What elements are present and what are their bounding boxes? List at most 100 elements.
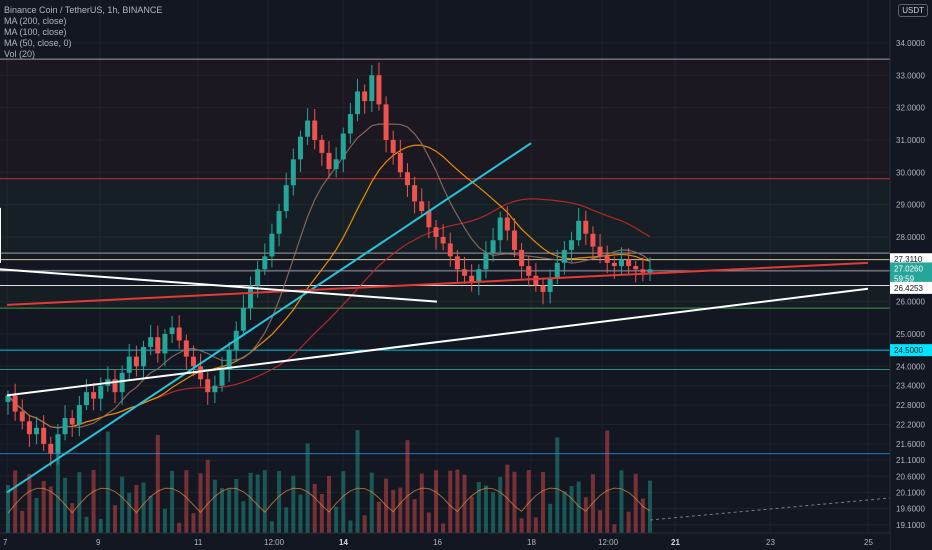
volume-bar bbox=[91, 470, 96, 533]
volume-bar bbox=[533, 517, 538, 533]
volume-bar bbox=[405, 440, 410, 533]
volume-bar bbox=[341, 471, 346, 533]
volume-bar bbox=[576, 481, 581, 533]
candle-body bbox=[48, 443, 54, 454]
price-label-text: 59:59 bbox=[894, 274, 915, 283]
volume-bar bbox=[319, 494, 324, 533]
candle-body bbox=[26, 421, 32, 435]
volume-bar bbox=[205, 459, 210, 533]
currency-badge[interactable]: USDT bbox=[898, 4, 928, 17]
volume-bar bbox=[519, 518, 524, 533]
volume-bar bbox=[227, 489, 232, 533]
candle-body bbox=[5, 395, 11, 402]
volume-bar bbox=[491, 492, 496, 533]
volume-bar bbox=[426, 512, 431, 533]
y-tick-label: 25.0000 bbox=[896, 330, 925, 339]
candle-body bbox=[297, 136, 303, 160]
candle-body bbox=[91, 392, 97, 399]
candle-body bbox=[497, 217, 503, 241]
time-axis-panel bbox=[0, 533, 890, 550]
zone-top bbox=[0, 59, 890, 179]
trendline-rising-support bbox=[6, 142, 532, 494]
volume-bar bbox=[590, 474, 595, 533]
candle-body bbox=[362, 91, 368, 102]
volume-bar bbox=[84, 516, 89, 533]
candle-body bbox=[583, 220, 589, 234]
candle-body bbox=[447, 243, 453, 257]
x-tick-label: 21 bbox=[671, 538, 680, 547]
candle-body bbox=[454, 256, 460, 270]
candle-body bbox=[640, 269, 646, 273]
y-tick-label: 34.0000 bbox=[896, 39, 925, 48]
candle-body bbox=[276, 211, 282, 234]
x-tick-label: 23 bbox=[766, 538, 775, 547]
volume-bar bbox=[569, 485, 574, 533]
candle-body bbox=[76, 405, 82, 425]
candle-body bbox=[590, 233, 596, 247]
price-label-text: 27.0260 bbox=[894, 264, 923, 273]
candle-body bbox=[397, 152, 403, 173]
volume-bar bbox=[327, 475, 331, 533]
volume-bar bbox=[41, 481, 46, 533]
candle-body bbox=[141, 346, 147, 367]
volume-bar bbox=[598, 510, 603, 533]
candle-body bbox=[12, 395, 18, 412]
candle-body bbox=[383, 104, 389, 140]
volume-bar bbox=[648, 480, 652, 533]
candle-body bbox=[19, 411, 25, 422]
candle-body bbox=[390, 139, 396, 153]
volume-bar bbox=[55, 451, 60, 533]
candle-body bbox=[597, 246, 603, 257]
candle-body bbox=[419, 201, 425, 212]
volume-bar bbox=[476, 482, 481, 533]
volume-bar bbox=[6, 485, 10, 533]
volume-bar bbox=[312, 483, 317, 533]
volume-ma bbox=[7, 487, 651, 514]
candle-body bbox=[34, 427, 40, 435]
price-label-box bbox=[890, 281, 932, 294]
volume-bar bbox=[626, 511, 631, 533]
candle-body bbox=[255, 269, 261, 286]
x-tick-label: 9 bbox=[96, 538, 101, 547]
volume-bar bbox=[512, 471, 517, 533]
candle-body bbox=[98, 385, 104, 399]
candle-body bbox=[62, 418, 68, 435]
legend-ma200: MA (200, close) bbox=[4, 16, 67, 26]
volume-bar bbox=[541, 471, 545, 533]
candle-body bbox=[604, 256, 610, 263]
candle-body bbox=[162, 333, 168, 354]
price-label-box bbox=[890, 262, 932, 275]
candle-body bbox=[269, 233, 275, 257]
volume-bar bbox=[348, 520, 353, 533]
y-tick-label: 19.6000 bbox=[896, 505, 925, 514]
candle-body bbox=[626, 259, 632, 267]
x-tick-label: 16 bbox=[433, 538, 442, 547]
volume-bar bbox=[134, 484, 139, 533]
candle-body bbox=[412, 185, 418, 202]
candle-body bbox=[462, 269, 468, 276]
candle-body bbox=[240, 308, 246, 331]
volume-bar bbox=[633, 473, 638, 533]
candle-body bbox=[176, 327, 182, 341]
volume-bar bbox=[483, 485, 488, 533]
volume-bar bbox=[212, 479, 217, 533]
volume-bar bbox=[170, 470, 175, 533]
volume-bar bbox=[555, 437, 560, 533]
candle-body bbox=[611, 262, 617, 267]
volume-bar bbox=[262, 470, 267, 533]
volume-bar bbox=[48, 486, 53, 533]
volume-bar bbox=[162, 508, 167, 533]
candle-body bbox=[290, 159, 296, 186]
price-label-text: 27.3110 bbox=[894, 255, 923, 264]
volume-bar bbox=[77, 472, 82, 533]
volume-bar bbox=[155, 434, 160, 533]
candle-body bbox=[369, 75, 375, 102]
trendline-red-trend bbox=[6, 261, 869, 306]
candle-body bbox=[618, 259, 624, 267]
y-tick-label: 23.4000 bbox=[896, 382, 925, 391]
legend-ma100: MA (100, close) bbox=[4, 27, 67, 37]
volume-bar bbox=[612, 524, 617, 533]
volume-bar bbox=[241, 501, 246, 533]
volume-bar bbox=[291, 475, 296, 533]
